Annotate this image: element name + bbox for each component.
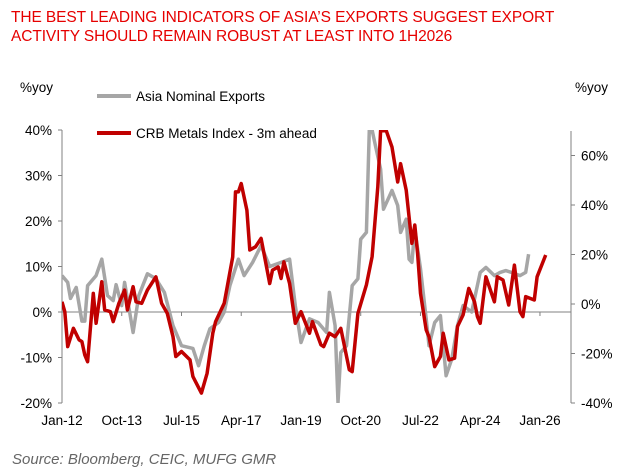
x-axis-tick-label: Oct-13	[101, 413, 142, 428]
right-axis-label: %yoy	[575, 80, 608, 95]
x-axis-tick-label: Oct-20	[340, 413, 381, 428]
left-axis-tick-label: 30%	[25, 169, 52, 184]
right-axis-tick-label: 40%	[581, 198, 608, 213]
x-axis-tick-label: Apr-24	[460, 413, 501, 428]
x-axis-tick-label: Jul-15	[163, 413, 200, 428]
x-axis-tick-label: Apr-17	[221, 413, 262, 428]
chart-title: THE BEST LEADING INDICATORS OF ASIA’S EX…	[11, 8, 554, 46]
left-axis-tick-label: 20%	[25, 214, 52, 229]
right-axis-tick-label: 60%	[581, 149, 608, 164]
legend-label-asia-nominal-exports: Asia Nominal Exports	[136, 89, 265, 104]
x-axis-tick-label: Jan-26	[519, 413, 560, 428]
x-axis-tick-label: Jan-12	[41, 413, 82, 428]
x-axis-tick-label: Jan-19	[280, 413, 321, 428]
left-axis-tick-label: 0%	[32, 305, 52, 320]
legend-label-crb-metals-index: CRB Metals Index - 3m ahead	[136, 126, 317, 141]
chart-title-line-1: THE BEST LEADING INDICATORS OF ASIA’S EX…	[11, 9, 555, 26]
chart-title-line-2: ACTIVITY SHOULD REMAIN ROBUST AT LEAST I…	[11, 28, 453, 45]
right-axis-tick-label: -40%	[581, 396, 613, 411]
left-axis-label: %yoy	[20, 80, 53, 95]
series-line-asia-nominal-exports	[62, 130, 531, 403]
right-axis-tick-label: 20%	[581, 248, 608, 263]
source-note: Source: Bloomberg, CEIC, MUFG GMR	[12, 451, 277, 468]
left-axis-tick-label: 40%	[25, 123, 52, 138]
left-axis-tick-label: -10%	[20, 351, 52, 366]
left-axis-tick-label: 10%	[25, 260, 52, 275]
right-axis-tick-label: -20%	[581, 347, 613, 362]
right-axis-tick-label: 0%	[581, 297, 601, 312]
series-line-crb-metals-index	[62, 130, 548, 395]
x-axis-tick-label: Jul-22	[402, 413, 439, 428]
left-axis-tick-label: -20%	[20, 396, 52, 411]
